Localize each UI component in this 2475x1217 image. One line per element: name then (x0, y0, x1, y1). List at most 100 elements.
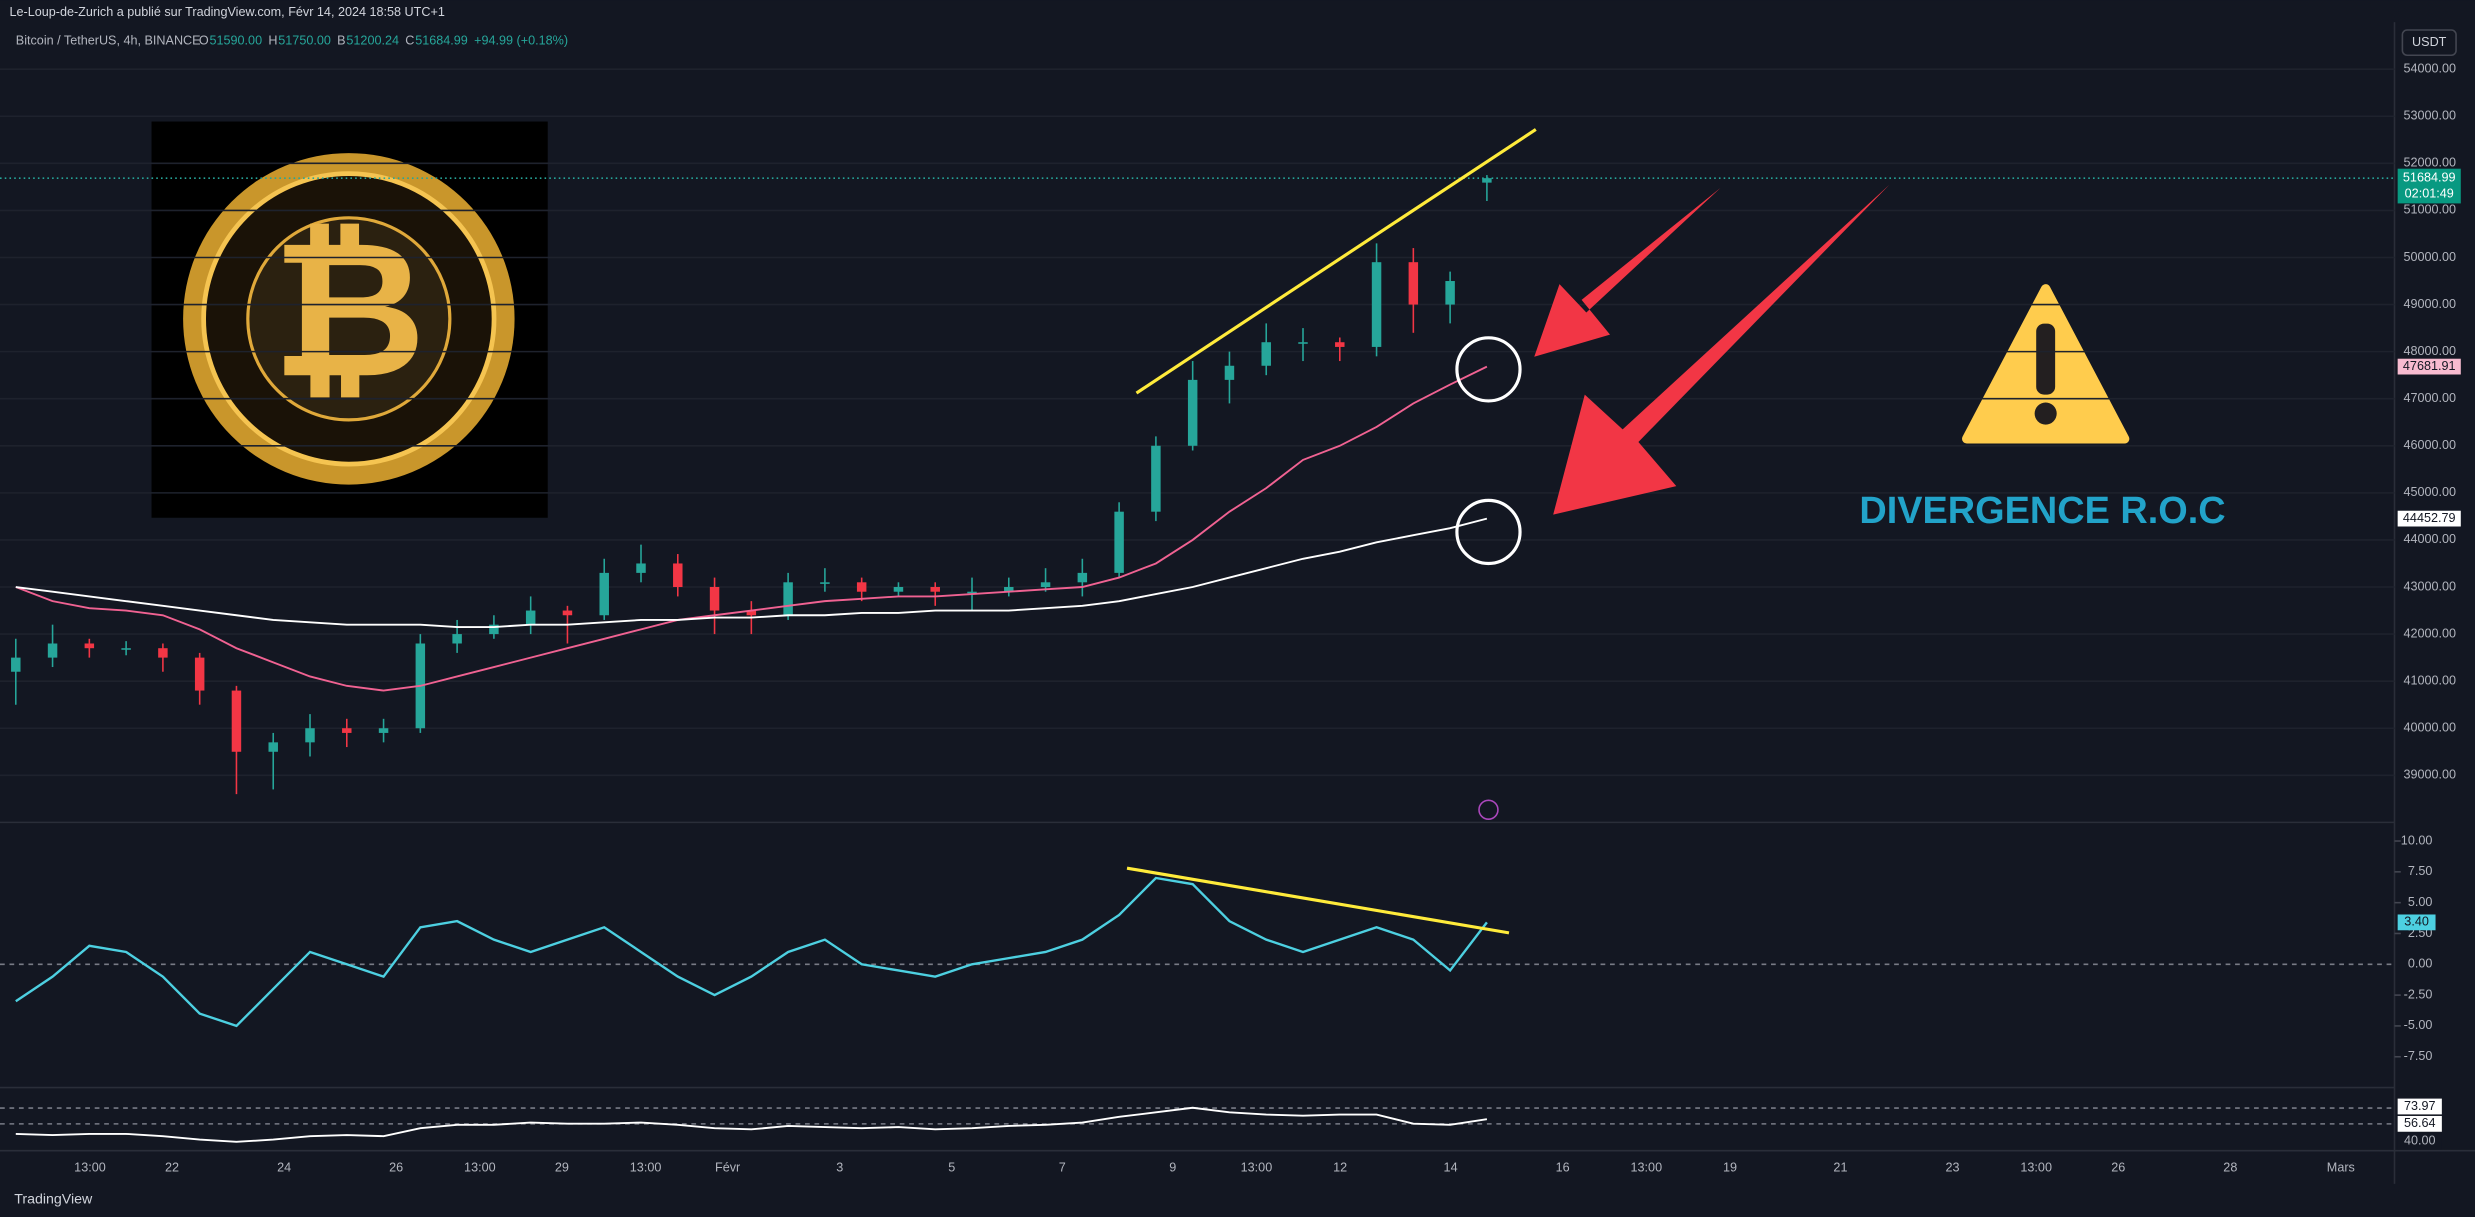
candle-body (709, 587, 720, 611)
x-tick-label: 24 (277, 1160, 291, 1174)
y-tick-label: 7.50 (2408, 864, 2433, 878)
candle-body (525, 610, 536, 625)
readout: 40.00 (2404, 1134, 2436, 1148)
countdown: 02:01:49 (2405, 186, 2454, 200)
ohlc-value: 51750.00 (278, 33, 331, 47)
candle-body (378, 728, 389, 733)
candle-body (305, 728, 315, 743)
candle-body (1224, 365, 1235, 380)
candle-body (1482, 178, 1492, 183)
candle-body (1408, 262, 1419, 305)
x-tick-label: 13:00 (1631, 1160, 1663, 1174)
candle-body (1187, 379, 1198, 446)
candle-body (1445, 281, 1455, 305)
y-tick-label: 40000.00 (2403, 721, 2456, 735)
candle-body (930, 587, 940, 592)
y-tick-label: 54000.00 (2403, 62, 2456, 76)
candle-body (1004, 587, 1014, 592)
trend-line (1126, 866, 1510, 935)
candle-body (1298, 342, 1308, 344)
candle-body (194, 657, 205, 691)
y-tick-label: -7.50 (2404, 1049, 2433, 1063)
x-tick-label: 26 (2111, 1160, 2125, 1174)
x-tick-label: 3 (836, 1160, 843, 1174)
readout-box (2397, 1115, 2442, 1132)
y-tick-label: 49000.00 (2403, 297, 2456, 311)
candle-body (746, 610, 757, 616)
candle-body (893, 587, 904, 592)
rsi-line (15, 1106, 1488, 1143)
x-tick-label: 26 (389, 1160, 403, 1174)
warning-icon (1962, 284, 2130, 444)
candle-body (268, 742, 278, 752)
y-tick-label: -5.00 (2404, 1018, 2433, 1032)
footer: TradingView (14, 1191, 93, 1207)
x-tick-label: 28 (2223, 1160, 2237, 1174)
symbol: Bitcoin / TetherUS, 4h, BINANCE (16, 33, 201, 47)
y-tick-label: 47000.00 (2403, 391, 2456, 405)
ohlc: O 51590.00 H 51750.00 B 51200.24 C 51684.99 +94.… (199, 33, 568, 47)
ohlc-value: 51200.24 (346, 33, 399, 47)
candle-body (856, 582, 867, 592)
y-tick-label: 42000.00 (2403, 626, 2456, 640)
x-tick-label: Févr (715, 1160, 740, 1174)
x-tick-label: 23 (1946, 1160, 1960, 1174)
candle-body (158, 648, 168, 658)
candle-body (1261, 342, 1271, 366)
x-tick-label: 14 (1444, 1160, 1458, 1174)
arrow (1553, 184, 1890, 515)
readout-box (2397, 1133, 2442, 1150)
x-tick-label: 19 (1723, 1160, 1737, 1174)
value-tag-label: 3.40 (2404, 915, 2429, 929)
y-tick-label: 52000.00 (2403, 156, 2456, 170)
candle-body (1151, 445, 1161, 512)
x-tick-label: 13:00 (1241, 1160, 1273, 1174)
published: Le-Loup-de-Zurich a publié sur TradingVi… (9, 5, 444, 19)
y-tick-label: 51000.00 (2403, 203, 2456, 217)
x-tick-label: 5 (948, 1160, 955, 1174)
x-tick-label: 9 (1169, 1160, 1176, 1174)
ohlc-value: 51684.99 (415, 33, 468, 47)
y-tick-label: 50000.00 (2403, 250, 2456, 264)
event-icon (1478, 799, 1499, 821)
candle-body (47, 643, 58, 658)
x-tick-label: 13:00 (464, 1160, 496, 1174)
bitcoin-logo: ₿ (151, 121, 548, 518)
y-tick-label: 10.00 (2401, 833, 2433, 847)
readout-box (2397, 1098, 2442, 1115)
price-tag-label: 51684.99 (2403, 170, 2456, 184)
y-tick-label: 41000.00 (2403, 673, 2456, 687)
moving-average (15, 517, 1488, 628)
readout: 73.97 (2404, 1099, 2436, 1113)
price-tag (2397, 168, 2461, 204)
y-tick-label: 0.00 (2408, 957, 2433, 971)
y-tick-label: 44000.00 (2403, 532, 2456, 546)
y-tick-label: 45000.00 (2403, 485, 2456, 499)
moving-average (15, 365, 1488, 692)
candle-body (11, 657, 21, 672)
y-tick-label: 5.00 (2408, 895, 2433, 909)
price-tag (2397, 358, 2461, 375)
candle-body (1371, 262, 1382, 347)
candle-body (84, 643, 95, 649)
candle-body (820, 582, 830, 584)
candle-body (1077, 572, 1088, 583)
candle-body (121, 648, 131, 650)
candle-body (599, 572, 609, 616)
annotation: DIVERGENCE R.O.C (1859, 490, 2225, 532)
x-tick-label: 16 (1556, 1160, 1570, 1174)
candle-body (1114, 511, 1124, 573)
candle-body (342, 728, 352, 733)
y-tick-label: 53000.00 (2403, 109, 2456, 123)
y-tick-label: 48000.00 (2403, 344, 2456, 358)
ohlc-value: 51590.00 (209, 33, 262, 47)
arrow (1534, 187, 1721, 357)
candle-body (673, 563, 683, 588)
candle-body (562, 610, 573, 616)
currency: USDT (2412, 35, 2447, 49)
candle-body (231, 690, 242, 752)
candle-body (489, 624, 499, 635)
ohlc-key: O (199, 33, 209, 47)
